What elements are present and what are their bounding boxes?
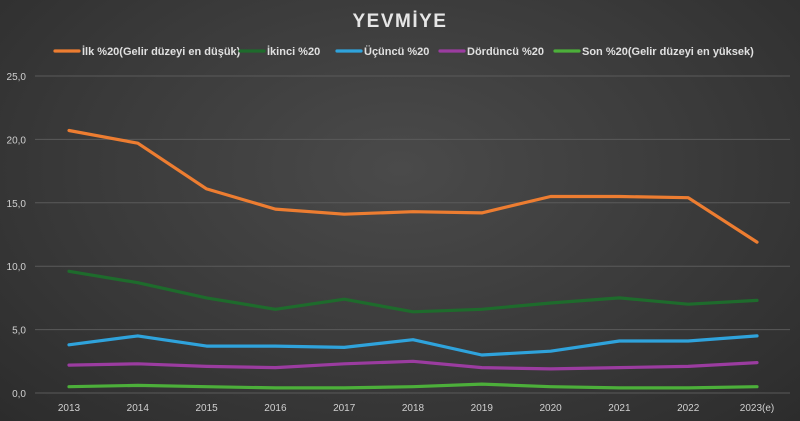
x-tick-label: 2014 (127, 403, 150, 414)
x-tick-label: 2017 (333, 403, 356, 414)
y-tick-label: 10,0 (7, 262, 27, 273)
x-tick-label: 2021 (608, 403, 631, 414)
x-tick-label: 2023(e) (740, 403, 774, 414)
legend-label: Üçüncü %20 (364, 45, 429, 58)
x-tick-label: 2013 (58, 403, 81, 414)
x-tick-label: 2016 (264, 403, 287, 414)
y-tick-label: 25,0 (7, 72, 27, 83)
series-line (67, 359, 759, 371)
y-axis: 0,0 5,0 10,0 15,0 20,0 25,0 (7, 72, 27, 400)
x-tick-label: 2015 (195, 403, 218, 414)
legend-item: Dördüncü %20 (438, 46, 544, 58)
x-axis: 2013 2014 2015 2016 2017 2018 2019 2020 2021 2022… (58, 403, 774, 414)
legend-item: İlk %20(Gelir düzeyi en düşük) (53, 45, 241, 58)
series-line (67, 382, 759, 390)
y-tick-label: 5,0 (12, 326, 26, 337)
legend-label: İkinci %20 (267, 45, 320, 58)
chart-title: YEVMİYE (353, 11, 448, 32)
legend-item: Üçüncü %20 (335, 45, 429, 58)
x-tick-label: 2020 (539, 403, 562, 414)
legend-label: Son %20(Gelir düzeyi en yüksek) (582, 46, 754, 58)
x-tick-label: 2019 (471, 403, 494, 414)
legend-label: İlk %20(Gelir düzeyi en düşük) (82, 45, 241, 58)
legend-item: İkinci %20 (238, 45, 320, 58)
grid-lines (35, 75, 790, 394)
legend-item: Son %20(Gelir düzeyi en yüksek) (553, 46, 754, 58)
series-line (67, 269, 759, 314)
series-line (67, 128, 759, 244)
y-tick-label: 0,0 (12, 389, 26, 400)
x-tick-label: 2018 (402, 403, 425, 414)
series-line (67, 334, 759, 357)
y-tick-label: 15,0 (7, 199, 27, 210)
y-tick-label: 20,0 (7, 135, 27, 146)
legend-label: Dördüncü %20 (467, 46, 544, 58)
series-layer (67, 128, 759, 390)
x-tick-label: 2022 (677, 403, 700, 414)
legend: İlk %20(Gelir düzeyi en düşük) İkinci %20… (53, 45, 754, 58)
